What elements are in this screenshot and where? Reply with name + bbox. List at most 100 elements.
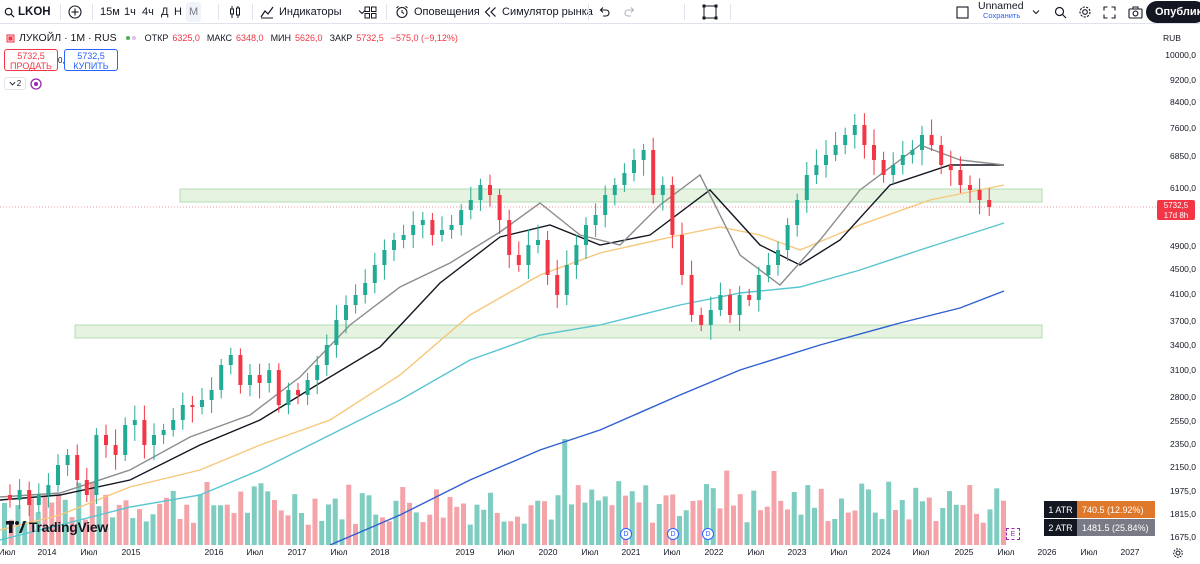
volume-bar	[764, 506, 770, 545]
moving-average-line	[0, 144, 1005, 498]
volume-bar	[319, 520, 325, 545]
volume-bar	[76, 482, 82, 545]
volume-bar	[218, 505, 223, 545]
price-chart[interactable]	[0, 25, 1156, 545]
time-tick-label: 2014	[37, 547, 57, 557]
interval-4h[interactable]: 4ч	[142, 6, 154, 18]
time-tick-label: Июл	[581, 547, 599, 557]
chart-settings-icon[interactable]	[1172, 546, 1184, 558]
indicators-toggle[interactable]: 2	[4, 77, 26, 90]
volume-bar	[987, 509, 993, 545]
volume-bar	[751, 490, 757, 545]
layout-name-button[interactable]: Unnamed Сохранить	[978, 1, 1024, 23]
tradingview-logo-icon	[6, 521, 26, 533]
time-tick-label: 2024	[871, 547, 891, 557]
screenshot-select-button[interactable]	[701, 2, 719, 22]
volume-bar	[940, 508, 946, 545]
alerts-button[interactable]: Оповещения	[395, 2, 480, 22]
layout-checkbox[interactable]	[956, 2, 969, 22]
indicators-count: 2	[16, 79, 22, 88]
sell-button[interactable]: 5732,5 ПРОДАТЬ	[4, 49, 58, 71]
undo-button[interactable]	[598, 2, 610, 22]
chart-type-button[interactable]	[228, 2, 242, 22]
atr-row-1: 1 ATR 740.5 (12.92%)	[1044, 501, 1155, 518]
dividend-marker[interactable]: D	[702, 528, 714, 540]
tradingview-logo[interactable]: TradingView	[6, 519, 108, 535]
candle-body	[862, 125, 867, 145]
volume-bar	[157, 503, 163, 545]
fullscreen-button[interactable]	[1103, 2, 1116, 22]
interval-15m[interactable]: 15м	[100, 6, 120, 18]
candle-body	[785, 225, 790, 250]
price-tick-label: 4100,0	[1170, 289, 1196, 299]
candle-body	[584, 225, 588, 245]
volume-bar	[913, 487, 919, 545]
interval-month[interactable]: М	[186, 2, 202, 22]
volume-bar	[737, 494, 743, 545]
volume-bar	[879, 519, 885, 545]
volume-bar	[744, 522, 750, 545]
time-tick-label: 2016	[204, 547, 224, 557]
price-tick-label: 4900,0	[1170, 241, 1196, 251]
candle-body	[267, 370, 272, 383]
open-value: 6325,0	[172, 33, 200, 43]
volume-bar	[575, 485, 581, 545]
volume-bar	[616, 481, 622, 545]
volume-bar	[643, 485, 649, 545]
time-tick-label: Июл	[497, 547, 515, 557]
candle-body	[958, 170, 963, 185]
volume-bar	[974, 513, 979, 545]
interval-day[interactable]: Д	[161, 6, 169, 18]
volume-bar	[508, 521, 514, 545]
candle-body	[94, 435, 99, 495]
time-tick-label: Июл	[80, 547, 98, 557]
time-tick-label: Июл	[0, 547, 16, 557]
volume-bar	[562, 439, 568, 545]
candle-body	[123, 425, 128, 455]
volume-bar	[386, 521, 392, 545]
price-axis[interactable]: 10000,0 9200,0 8400,0 7600,0 6850,0 6100,0 490…	[1156, 25, 1200, 545]
dividend-marker[interactable]: D	[620, 528, 632, 540]
indicators-button[interactable]: Индикаторы	[260, 2, 366, 22]
volume-bar	[245, 512, 250, 545]
volume-bar	[1001, 500, 1006, 545]
dividend-marker[interactable]: D	[667, 528, 679, 540]
compare-symbol-button[interactable]	[68, 2, 82, 22]
redo-button[interactable]	[624, 2, 636, 22]
candle-body	[382, 250, 387, 265]
symbol-search-button[interactable]: LKOH	[4, 2, 51, 22]
volume-bar	[839, 498, 844, 545]
snapshot-button[interactable]	[1128, 2, 1143, 22]
publish-button[interactable]: Опублик	[1146, 1, 1200, 23]
candle-body	[593, 215, 598, 225]
layout-menu-button[interactable]	[1032, 2, 1040, 22]
candle-body	[488, 185, 492, 195]
layouts-button[interactable]	[364, 2, 377, 22]
undo-icon	[598, 6, 610, 18]
indicator-visibility-icon[interactable]	[30, 77, 42, 90]
volume-bar	[548, 519, 554, 545]
volume-bar	[683, 510, 689, 545]
high-label: МАКС	[206, 33, 233, 43]
time-axis[interactable]: Июл 2014 Июл 2015 2016 Июл 2017 Июл 2018 2019 Июл 2…	[0, 545, 1200, 560]
candle-body	[324, 345, 329, 365]
volume-bar	[177, 518, 183, 545]
price-tick-label: 3100,0	[1170, 365, 1196, 375]
volume-bar	[440, 517, 446, 545]
settings-button[interactable]	[1078, 2, 1092, 22]
candle-body	[113, 445, 118, 455]
candle-body	[334, 320, 339, 345]
candle-body	[180, 405, 185, 420]
buy-button[interactable]: 5732,5 КУПИТЬ	[64, 49, 118, 71]
volume-bar	[2, 502, 7, 545]
volume-bar	[677, 515, 682, 545]
quick-search-button[interactable]	[1054, 2, 1067, 22]
volume-bar	[103, 494, 109, 545]
interval-1h[interactable]: 1ч	[124, 6, 136, 18]
volume-bar	[137, 509, 142, 545]
volume-bar	[96, 506, 102, 545]
candle-body	[75, 455, 80, 480]
replay-button[interactable]: Симулятор рынка	[484, 2, 593, 22]
interval-week[interactable]: Н	[174, 6, 182, 18]
earnings-marker[interactable]: E	[1006, 528, 1020, 540]
